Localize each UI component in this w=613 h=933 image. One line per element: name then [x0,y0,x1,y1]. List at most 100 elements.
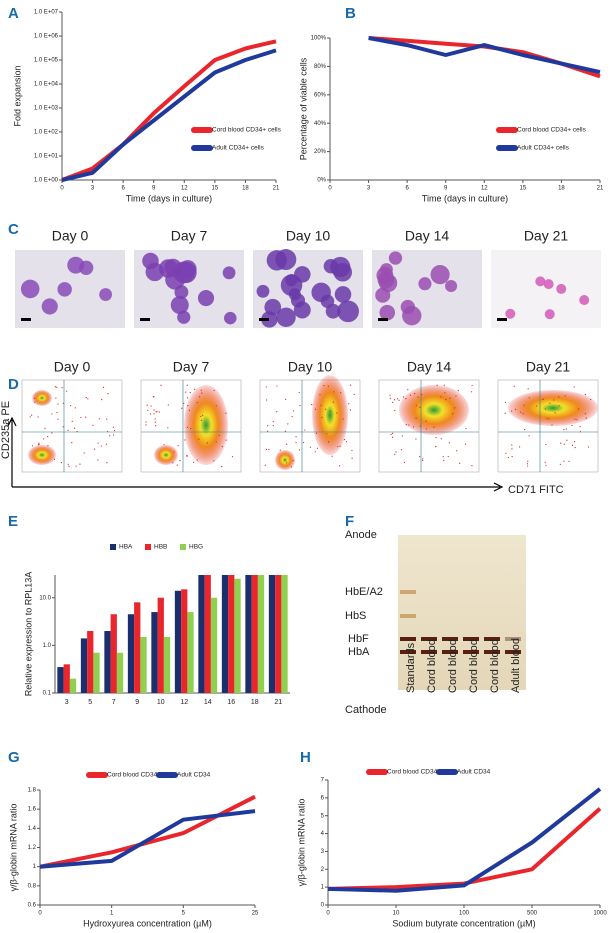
event [145,421,147,423]
cell [556,283,567,294]
event [394,409,396,412]
cell-population [508,390,598,426]
event [147,409,149,412]
cell [334,286,352,303]
event [153,409,155,411]
event [511,456,513,458]
x-tick-label: 25 [252,911,259,917]
event [153,413,155,415]
event [101,399,103,401]
event [470,391,473,393]
event [213,460,215,462]
event [206,442,208,444]
y-tick-label: 1 [33,864,37,870]
event [558,405,560,407]
event [558,396,560,398]
y-tick-label: 100% [311,36,327,42]
event [455,395,457,397]
legend-label: Cord blood CD34+ cells [212,127,282,134]
event [394,453,396,455]
legend-swatch [180,544,186,550]
event [31,445,34,447]
event [66,390,68,392]
x-tick-label: 1000 [593,911,607,917]
event [549,402,551,404]
event [445,398,447,401]
day-label: Day 14 [407,359,452,375]
cell [294,266,311,283]
cell [142,252,159,270]
legend-label: Cord blood CD34 [107,772,158,779]
event [391,432,394,434]
legend-label: Adult CD34 [177,772,211,779]
event [177,445,179,447]
x-tick-label: 15 [520,186,527,192]
event [155,411,157,413]
scale-bar [378,318,388,321]
event [571,424,573,427]
event [396,398,398,400]
x-tick-label: 5 [182,911,186,917]
event [284,430,287,432]
event [185,391,187,393]
bar [251,575,258,693]
bar [275,575,282,693]
event [332,401,335,403]
event [392,401,394,404]
event [417,396,419,398]
x-tick-label: 9 [444,186,448,192]
panel-label: G [8,749,20,766]
event [47,435,49,438]
lane-label: Adult blood [510,638,522,693]
scale-bar [140,318,150,321]
day-label: Day 7 [173,359,210,375]
event [75,465,77,467]
event [102,386,105,388]
event [544,408,546,410]
event [505,452,507,454]
x-axis-label: Sodium butyrate concentration (µM) [392,918,535,928]
event [196,459,198,461]
bar [57,667,64,693]
event [42,438,45,440]
event [440,438,442,440]
gel-band [484,637,500,641]
event [202,414,204,416]
cell [41,298,58,315]
event [68,465,70,467]
cell [330,256,351,278]
event [545,443,547,446]
event [323,385,325,387]
event [311,403,313,406]
event [563,460,565,462]
event [587,446,590,448]
x-tick-label: 18 [251,699,259,706]
event [321,416,323,419]
bar [210,597,218,693]
gel-band [484,650,500,654]
event [390,433,392,436]
bar [80,638,88,693]
bar [104,631,111,693]
x-axis-label: Time (days in culture) [126,193,212,203]
event [464,443,467,445]
y-tick-label: 1.0 E+07 [34,10,59,16]
event [395,451,397,453]
event [149,413,152,415]
event [400,449,403,451]
event [408,424,410,426]
event [285,398,287,400]
gel-band [463,650,479,654]
y-axis-label: γ/β-globin mRNA ratio [296,799,306,887]
event [187,397,189,399]
event [443,459,445,461]
event [415,438,417,440]
y-axis-label: γ/β-globin mRNA ratio [8,804,18,892]
gel-label: Cathode [345,704,387,716]
event [152,396,154,398]
event [295,442,297,444]
event [449,397,451,399]
event [37,416,39,418]
y-tick-label: 1.0 E+03 [34,106,59,112]
event [519,446,521,448]
